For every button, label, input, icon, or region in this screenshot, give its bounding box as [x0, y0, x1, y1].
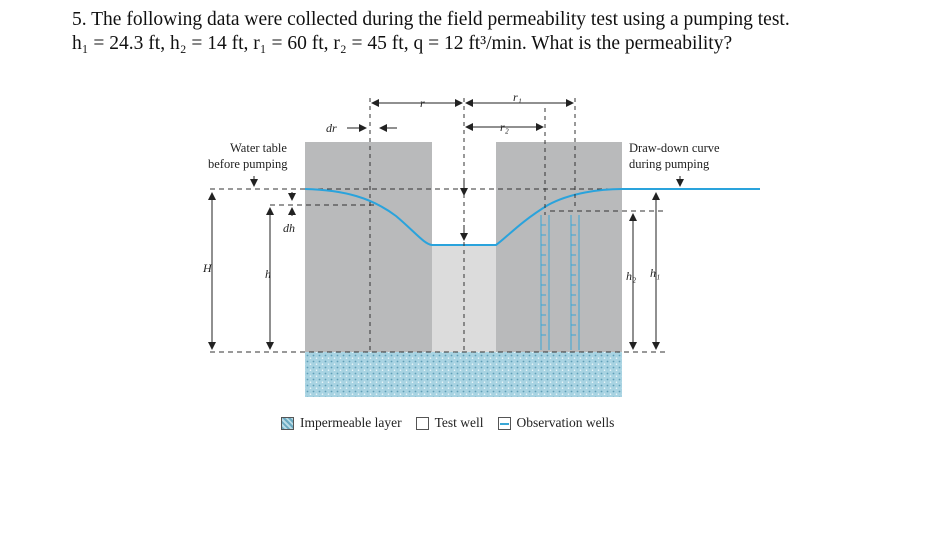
legend-item-observation-wells: Observation wells — [497, 415, 615, 431]
drawdown-label-line2: during pumping — [629, 157, 710, 171]
observation-wells-swatch-icon — [497, 416, 511, 430]
soil-right-3 — [580, 142, 622, 352]
drawdown-label-line1: Draw-down curve — [629, 141, 720, 155]
impermeable-swatch-icon — [281, 416, 294, 430]
observation-well-ticks — [541, 224, 576, 336]
legend-label-impermeable: Impermeable layer — [300, 415, 402, 430]
h-label: h — [265, 267, 271, 281]
dr-label: dr — [326, 121, 337, 135]
question-text: 5. The following data were collected dur… — [72, 8, 932, 56]
test-well-swatch-icon — [415, 416, 429, 430]
observation-well-1 — [540, 142, 550, 352]
impermeable-layer — [305, 352, 622, 397]
H-label: H — [202, 261, 213, 275]
soil-right-2 — [550, 142, 570, 352]
question-line-2: h₁ = 24.3 ft, h₂ = 14 ft, r₁ = 60 ft, r₂… — [72, 33, 733, 54]
water-table-label-line1: Water table — [230, 141, 287, 155]
legend-label-test-well: Test well — [434, 415, 484, 430]
r2-label: r₂ — [500, 120, 509, 134]
h2-label: h₂ — [626, 269, 636, 283]
vertical-guides — [369, 98, 576, 352]
r1-label: r₁ — [513, 90, 522, 104]
legend: Impermeable layer Test well Observation … — [281, 413, 628, 433]
soil-left — [305, 142, 432, 352]
question-line-1: 5. The following data were collected dur… — [72, 9, 790, 30]
soil-right-1 — [496, 142, 540, 352]
legend-label-observation-wells: Observation wells — [516, 415, 615, 430]
observation-well-2 — [570, 142, 580, 352]
dh-label: dh — [283, 221, 295, 235]
h1-label: h₁ — [650, 266, 660, 280]
legend-item-test-well: Test well — [415, 415, 484, 431]
r-label: r — [420, 96, 425, 110]
observation-well-screens — [540, 215, 580, 350]
water-table-label-line2: before pumping — [208, 157, 288, 171]
legend-item-impermeable: Impermeable layer — [281, 415, 402, 431]
